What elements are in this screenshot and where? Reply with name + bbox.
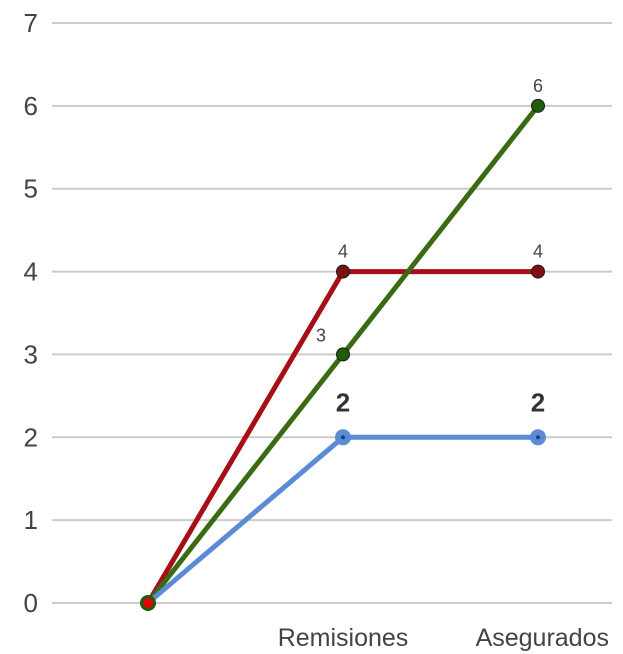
data-point	[336, 264, 350, 279]
data-label: 4	[533, 242, 543, 262]
y-tick-label: 3	[24, 339, 38, 369]
data-label: 6	[533, 76, 543, 96]
data-point	[531, 264, 545, 279]
gridlines	[52, 22, 612, 604]
data-point-center	[341, 435, 345, 440]
y-tick-label: 5	[24, 174, 38, 204]
origin-point	[143, 598, 153, 608]
y-tick-label: 6	[24, 91, 38, 121]
data-label: 3	[316, 325, 326, 345]
data-label: 2	[531, 387, 545, 417]
y-tick-label: 7	[24, 8, 38, 38]
data-label: 4	[338, 242, 348, 262]
x-tick-label: Asegurados	[476, 624, 609, 652]
y-axis-ticks: 0 1 2 3 4 5 6 7	[24, 8, 38, 618]
y-tick-label: 0	[24, 588, 38, 618]
x-axis-ticks: Remisiones Asegurados	[278, 624, 609, 652]
data-point	[336, 347, 350, 362]
data-points	[140, 98, 546, 611]
y-tick-label: 1	[24, 505, 38, 535]
data-labels: 4 4 3 6 2 2	[316, 76, 545, 417]
x-tick-label: Remisiones	[278, 624, 409, 652]
data-point-center	[536, 435, 540, 440]
y-tick-label: 4	[24, 257, 38, 287]
y-tick-label: 2	[24, 422, 38, 452]
data-point	[531, 98, 545, 113]
data-label: 2	[336, 387, 350, 417]
